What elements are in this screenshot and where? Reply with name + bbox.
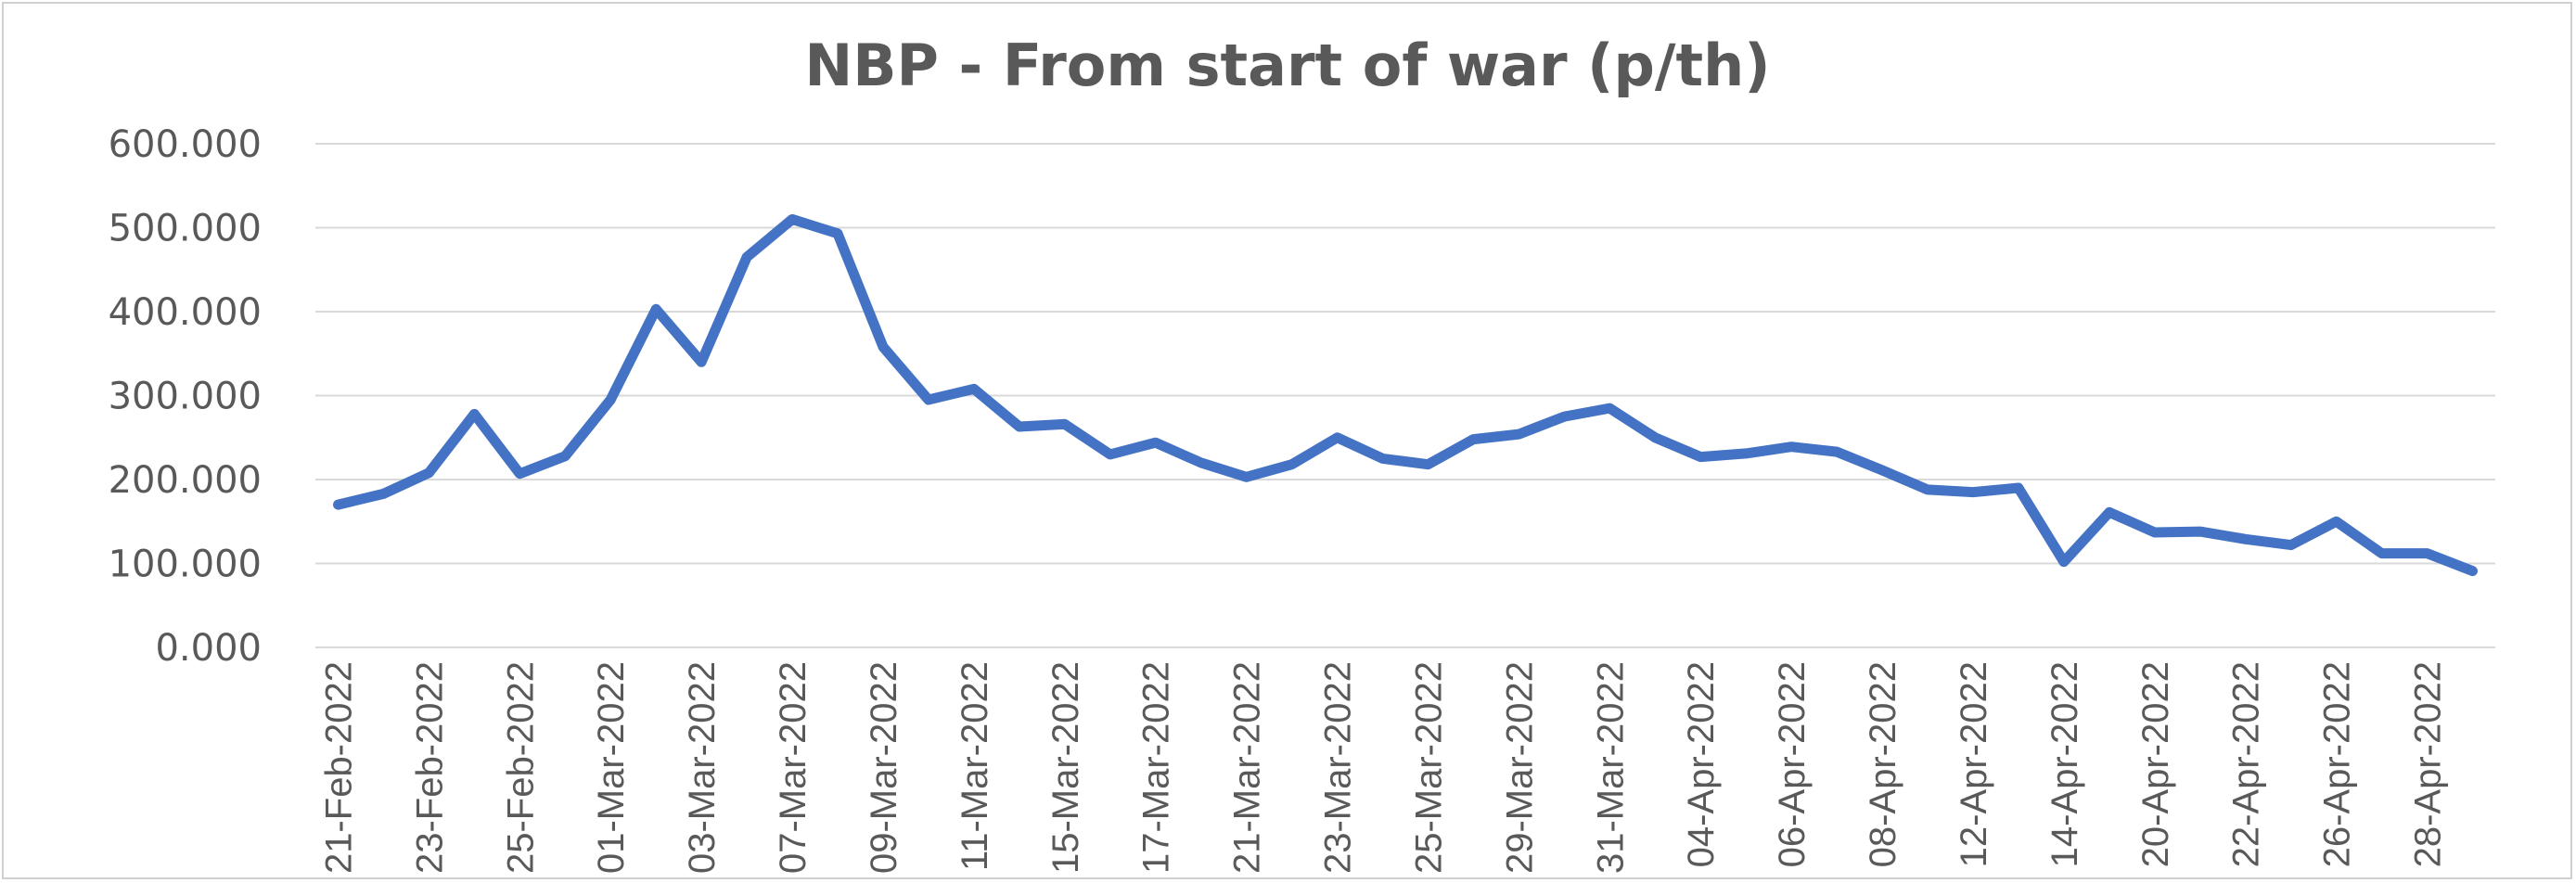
x-tick-label: 25-Feb-2022 <box>500 661 541 874</box>
data-point <box>1696 452 1706 462</box>
data-points <box>333 214 2478 576</box>
x-tick-label: 25-Mar-2022 <box>1408 661 1449 874</box>
data-point <box>1559 412 1570 422</box>
data-point <box>1832 447 1842 457</box>
x-tick-label: 23-Mar-2022 <box>1318 661 1359 874</box>
x-tick-label: 03-Mar-2022 <box>682 661 723 874</box>
data-point <box>742 252 752 262</box>
data-point <box>2195 527 2205 537</box>
data-point <box>968 384 979 394</box>
y-tick-label: 500.000 <box>109 208 262 250</box>
data-point <box>1468 434 1479 444</box>
x-tick-label: 29-Mar-2022 <box>1499 661 1540 874</box>
data-point <box>2104 507 2114 518</box>
data-point <box>1787 442 1797 452</box>
x-tick-label: 17-Mar-2022 <box>1136 661 1177 874</box>
data-point <box>1196 457 1206 467</box>
x-axis-ticks: 21-Feb-2022 23-Feb-2022 25-Feb-2022 01-Mar-… <box>318 661 2448 874</box>
x-tick-label: 23-Feb-2022 <box>409 661 450 874</box>
x-tick-label: 28-Apr-2022 <box>2408 661 2449 867</box>
x-tick-label: 21-Feb-2022 <box>318 661 359 874</box>
data-point <box>1059 419 1070 429</box>
data-point <box>333 500 343 510</box>
x-tick-label: 07-Mar-2022 <box>773 661 814 874</box>
data-point <box>515 468 525 479</box>
data-point <box>2331 517 2341 527</box>
x-tick-label: 20-Apr-2022 <box>2135 661 2176 867</box>
data-point <box>2058 557 2069 567</box>
data-point <box>1923 484 1932 494</box>
data-point <box>923 395 933 404</box>
data-point <box>1150 438 1160 448</box>
series-line <box>333 213 2478 577</box>
data-point <box>697 357 707 367</box>
data-point <box>2149 528 2159 537</box>
y-tick-label: 0.000 <box>155 627 262 670</box>
data-point <box>1378 454 1388 464</box>
data-point <box>378 489 389 499</box>
x-tick-label: 15-Mar-2022 <box>1045 661 1086 874</box>
series-layer <box>333 213 2478 577</box>
x-tick-label: 12-Apr-2022 <box>1954 661 1994 867</box>
data-point <box>1423 459 1433 469</box>
data-point <box>606 395 616 404</box>
data-point <box>2286 540 2296 550</box>
gridlines <box>315 143 2495 648</box>
data-point <box>788 214 798 224</box>
x-tick-label: 04-Apr-2022 <box>1681 661 1722 867</box>
x-tick-label: 01-Mar-2022 <box>591 661 632 874</box>
chart-title: NBP - From start of war (p/th) <box>804 32 1770 99</box>
data-point <box>2422 548 2432 558</box>
x-tick-label: 11-Mar-2022 <box>955 661 995 871</box>
data-point <box>560 451 570 461</box>
data-point <box>469 409 480 419</box>
data-point <box>1968 487 1978 497</box>
data-point <box>2013 483 2023 493</box>
y-tick-label: 200.000 <box>109 459 262 502</box>
x-tick-label: 08-Apr-2022 <box>1863 661 1903 867</box>
data-point <box>2240 534 2250 544</box>
x-tick-label: 09-Mar-2022 <box>864 661 904 874</box>
x-tick-label: 26-Apr-2022 <box>2317 661 2358 867</box>
data-point <box>1878 466 1888 475</box>
data-point <box>651 304 661 314</box>
data-point <box>878 342 888 352</box>
data-point <box>1650 432 1660 442</box>
y-tick-label: 100.000 <box>109 544 262 586</box>
data-point <box>2377 548 2387 558</box>
x-tick-label: 06-Apr-2022 <box>1772 661 1813 867</box>
data-point <box>1605 403 1615 414</box>
data-point <box>1241 472 1251 482</box>
y-axis-ticks: 0.000 100.000 200.000 300.000 400.000 500.000… <box>109 123 262 670</box>
data-point <box>1514 429 1524 440</box>
x-tick-label: 31-Mar-2022 <box>1590 661 1631 874</box>
data-point <box>833 228 842 238</box>
data-point <box>1014 422 1024 431</box>
y-tick-label: 300.000 <box>109 376 262 418</box>
x-tick-label: 14-Apr-2022 <box>2044 661 2085 867</box>
y-tick-label: 600.000 <box>109 123 262 166</box>
data-point <box>424 467 434 478</box>
x-tick-label: 21-Mar-2022 <box>1227 661 1268 874</box>
data-point <box>1105 449 1115 459</box>
data-point <box>1287 459 1297 469</box>
data-point <box>1332 432 1342 442</box>
y-tick-label: 400.000 <box>109 291 262 334</box>
data-point <box>1741 448 1751 458</box>
x-tick-label: 22-Apr-2022 <box>2226 661 2267 867</box>
data-point <box>2467 566 2478 576</box>
